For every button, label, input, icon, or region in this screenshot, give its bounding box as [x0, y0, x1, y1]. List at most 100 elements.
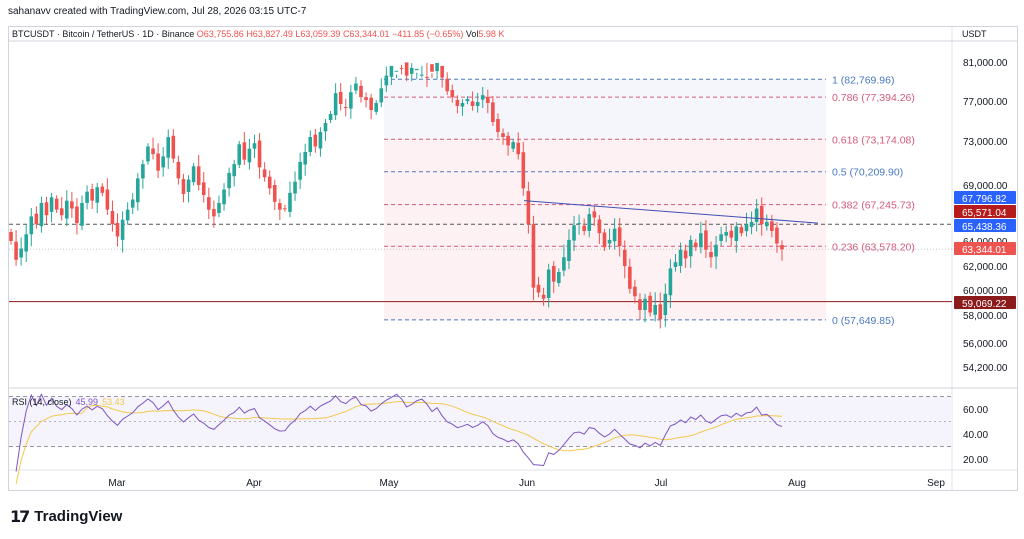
candle-body — [222, 189, 226, 205]
rsi-ma-line — [15, 401, 783, 485]
candle-body — [475, 102, 480, 106]
candle-body — [562, 257, 566, 271]
candle-body — [567, 239, 571, 261]
symbol-line: BTCUSDT · Bitcoin / TetherUS · 1D · Bina… — [12, 29, 195, 39]
volume-value: 5.98 K — [478, 29, 505, 39]
candle-body — [541, 294, 546, 299]
candle-body — [597, 219, 602, 234]
candle-body — [278, 203, 282, 210]
candle-body — [592, 211, 597, 218]
candle-body — [587, 214, 592, 231]
candle-body — [247, 148, 252, 163]
candle-body — [252, 143, 257, 149]
price-tag-label: 65,438.36 — [962, 222, 1007, 233]
candle-body — [288, 192, 292, 212]
price-tag — [954, 205, 1016, 218]
candle-body — [95, 187, 100, 203]
candle-body — [633, 286, 637, 297]
rsi-tick-label: 60.00 — [963, 405, 988, 416]
candle-body — [257, 140, 262, 168]
close-value: C63,344.01 — [342, 29, 390, 39]
candle-body — [693, 242, 698, 248]
candle-body — [496, 119, 500, 132]
time-tick-label: Aug — [788, 478, 806, 489]
candle-body — [242, 142, 247, 160]
candle-body — [536, 284, 541, 293]
candle-body — [212, 208, 216, 217]
candle-body — [24, 234, 29, 252]
candle-body — [688, 239, 693, 257]
candle-body — [612, 228, 617, 242]
candle-body — [49, 197, 54, 212]
candle-body — [450, 90, 455, 98]
candle-body — [379, 88, 384, 103]
candle-body — [673, 262, 678, 267]
candle-body — [770, 221, 774, 231]
price-tick-label: 56,000.00 — [963, 339, 1008, 350]
currency-label: USDT — [962, 29, 987, 39]
candle-body — [744, 224, 749, 232]
candle-body — [227, 172, 231, 189]
candle-body — [80, 202, 84, 226]
candle-body — [628, 266, 632, 289]
rsi-value: 45.99 — [75, 397, 99, 407]
candle-body — [719, 234, 723, 241]
candle-body — [9, 232, 13, 241]
rsi-label: RSI (14, close) — [12, 397, 72, 407]
price-tick-label: 77,000.00 — [963, 97, 1008, 108]
candle-body — [146, 146, 150, 162]
candle-body — [54, 198, 59, 210]
candle-body — [303, 152, 307, 165]
candle-body — [460, 103, 465, 107]
candle-body — [318, 132, 323, 149]
candle-body — [526, 191, 531, 225]
candle-body — [262, 169, 267, 178]
candle-body — [551, 266, 556, 282]
time-tick-label: Apr — [246, 478, 262, 489]
candle-body — [470, 101, 475, 106]
candle-body — [359, 85, 363, 98]
candle-body — [384, 75, 389, 86]
volume-label: Vol — [465, 29, 479, 39]
candle-body — [420, 74, 424, 76]
candle-body — [267, 176, 272, 189]
chart-frame — [8, 26, 1018, 491]
candle-body — [343, 107, 348, 108]
price-tick-label: 60,000.00 — [963, 286, 1008, 297]
candle-body — [389, 65, 394, 77]
candle-body — [602, 232, 607, 248]
candle-body — [181, 179, 186, 194]
time-tick-label: Jun — [519, 478, 535, 489]
fib-label: 0.618 (73,174.08) — [832, 134, 915, 146]
candle-body — [323, 123, 328, 132]
candle-body — [399, 67, 404, 69]
attribution-text: sahanavv created with TradingView.com, J… — [8, 6, 307, 17]
fib-zone-lower — [384, 139, 826, 320]
candle-body — [445, 78, 450, 92]
tradingview-logo-icon: 17 — [10, 507, 30, 526]
candle-body — [775, 227, 779, 244]
tradingview-brand: 17 TradingView — [10, 507, 122, 526]
candle-body — [110, 210, 115, 225]
candle-body — [506, 135, 510, 146]
candle-body — [699, 233, 703, 248]
candle-body — [440, 65, 444, 78]
high-value: H63,827.49 — [246, 29, 293, 39]
candle-body — [749, 221, 754, 227]
price-tag — [954, 242, 1016, 255]
candle-body — [90, 189, 94, 201]
open-value: O63,755.86 — [196, 29, 244, 39]
price-tag-label: 67,796.82 — [962, 194, 1007, 205]
candle-body — [186, 179, 191, 192]
candle-body — [39, 202, 44, 227]
candle-body — [191, 166, 196, 183]
candle-body — [759, 205, 764, 225]
time-tick-label: Jul — [655, 478, 668, 489]
fib-zone-upper — [384, 79, 826, 140]
candle-body — [739, 227, 744, 234]
candle-body — [293, 181, 297, 194]
candle-body — [34, 213, 39, 225]
candle-body — [120, 219, 125, 240]
candle-body — [754, 208, 759, 222]
